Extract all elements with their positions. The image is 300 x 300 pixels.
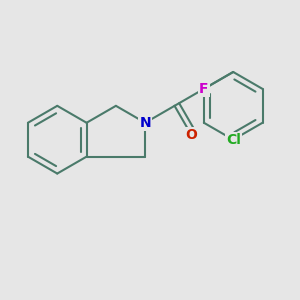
Text: O: O (185, 128, 197, 142)
Text: N: N (140, 116, 151, 130)
Text: F: F (199, 82, 208, 96)
Text: Cl: Cl (226, 133, 241, 147)
